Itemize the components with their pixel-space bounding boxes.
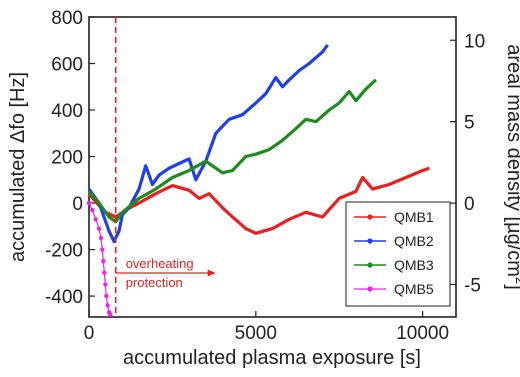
ticks (88, 16, 456, 317)
y2-tick-label: -5 (464, 275, 481, 296)
data-point-qmb5 (98, 235, 104, 241)
data-point-qmb5 (101, 258, 106, 264)
legend-label-qmb3: QMB3 (394, 257, 434, 273)
y-axis-title: accumulated Δfo [Hz] (7, 72, 29, 262)
data-point-qmb5 (108, 312, 113, 317)
series-qmb5 (86, 200, 113, 317)
y2-axis-title: areal mass density [µg/cm2] (503, 44, 520, 290)
y-tick-label: 200 (51, 148, 83, 169)
legend-label-qmb2: QMB2 (394, 233, 434, 249)
data-point-qmb5 (96, 226, 102, 231)
y-tick-label: -200 (45, 241, 83, 262)
legend-marker-qmb5 (367, 286, 373, 292)
x-tick-label: 5000 (235, 323, 277, 344)
overheating-label-line1: overheating (126, 256, 194, 271)
overheating-label-line2: protection (126, 275, 183, 290)
legend-label-qmb5: QMB5 (394, 281, 434, 297)
y2-axis-title-sup: 2 (513, 277, 520, 284)
data-point-qmb5 (90, 207, 95, 213)
y2-axis-title-end: ] (503, 284, 520, 290)
legend: QMB1 QMB2 QMB3 QMB5 (345, 201, 451, 307)
legend-label-qmb1: QMB1 (394, 209, 434, 225)
legend-marker-qmb2 (367, 238, 373, 244)
tick-labels: 0 5000 10000 -400 -200 0 200 400 600 800 -5 0 5 10 (45, 8, 485, 344)
data-point-qmb5 (105, 303, 110, 308)
y-tick-label: 400 (51, 101, 83, 122)
plot-frame (88, 16, 457, 318)
y-tick-label: 600 (51, 55, 83, 76)
y2-tick-label: 10 (464, 31, 485, 52)
overheating-arrowhead (207, 269, 216, 277)
data-point-qmb5 (86, 200, 92, 206)
data-point-qmb5 (104, 293, 109, 299)
series-line-qmb3 (87, 78, 377, 224)
data-point-qmb5 (100, 247, 105, 252)
legend-marker-qmb1 (367, 214, 373, 220)
data-point-qmb5 (103, 282, 108, 287)
y2-tick-label: 0 (464, 194, 475, 215)
data-point-qmb5 (102, 270, 107, 276)
y-tick-label: 0 (72, 194, 83, 215)
x-tick-label: 10000 (396, 323, 449, 344)
legend-marker-qmb3 (367, 262, 373, 268)
series-layer (86, 43, 430, 317)
y2-axis-title-main: areal mass density [µg/cm (503, 44, 520, 277)
y-tick-label: -400 (45, 287, 83, 308)
series-qmb3 (87, 78, 377, 224)
x-tick-label: 0 (84, 323, 95, 344)
x-axis-title: accumulated plasma exposure [s] (123, 347, 421, 369)
data-point-qmb5 (93, 217, 98, 222)
y2-tick-label: 5 (464, 113, 475, 134)
y-tick-label: 800 (51, 8, 83, 29)
